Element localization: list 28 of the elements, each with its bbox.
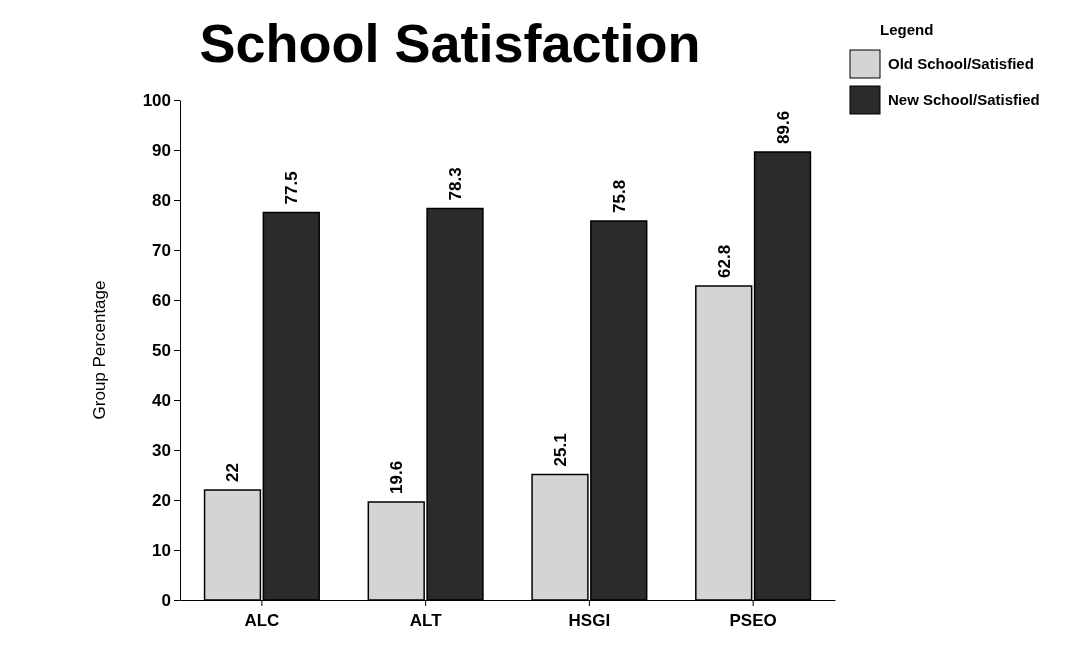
data-label: 62.8 xyxy=(714,244,734,278)
y-tick-label: 100 xyxy=(142,90,171,110)
y-tick-label: 60 xyxy=(152,290,171,310)
data-label: 25.1 xyxy=(550,433,570,467)
y-axis-title: Group Percentage xyxy=(90,280,109,420)
y-tick-label: 80 xyxy=(152,190,171,210)
legend-label: New School/Satisfied xyxy=(888,91,1040,108)
y-tick-label: 70 xyxy=(152,240,171,260)
y-tick-label: 10 xyxy=(152,540,171,560)
y-tick-label: 0 xyxy=(161,590,171,610)
y-tick-label: 20 xyxy=(152,490,171,510)
x-tick-label: PSEO xyxy=(729,611,777,630)
data-label: 19.6 xyxy=(387,460,407,494)
data-label: 77.5 xyxy=(282,171,302,205)
y-tick-label: 30 xyxy=(152,440,171,460)
x-tick-label: ALT xyxy=(409,611,443,630)
legend-label: Old School/Satisfied xyxy=(888,55,1034,72)
chart-title: School Satisfaction xyxy=(199,13,701,73)
data-label: 75.8 xyxy=(609,179,629,213)
data-label: 78.3 xyxy=(446,167,466,201)
x-tick-label: ALC xyxy=(244,611,280,630)
data-label: 22 xyxy=(223,463,243,482)
data-label: 89.6 xyxy=(773,110,793,144)
legend-title: Legend xyxy=(880,21,934,38)
y-tick-label: 90 xyxy=(152,140,171,160)
y-tick-label: 40 xyxy=(152,390,171,410)
x-tick-label: HSGI xyxy=(568,611,611,630)
y-tick-label: 50 xyxy=(152,340,171,360)
